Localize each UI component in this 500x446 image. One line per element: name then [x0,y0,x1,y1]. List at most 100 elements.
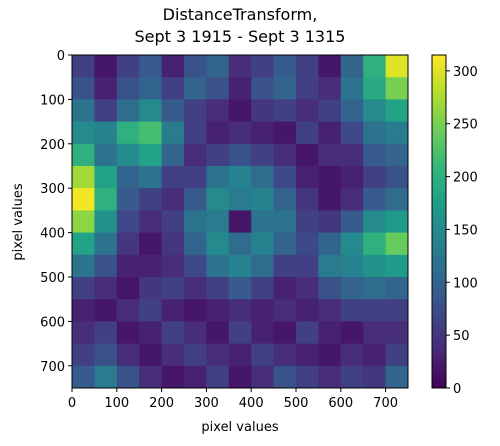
heatmap-cell [273,166,297,189]
heatmap-cell [206,254,230,278]
heatmap-cell [116,99,140,123]
heatmap-cell [94,188,118,211]
heatmap-cell [228,188,252,211]
heatmap-cell [385,121,409,145]
heatmap-cell [72,277,95,300]
heatmap-cell [296,188,319,211]
heatmap-cell [273,321,297,345]
heatmap-cell [184,166,207,189]
heatmap-cell [251,277,275,300]
heatmap-cell [318,321,342,345]
heatmap-cell [340,166,364,189]
heatmap-cell [273,99,297,123]
heatmap-cell [139,121,163,145]
heatmap-cell [184,365,207,389]
heatmap-cell [363,343,387,367]
heatmap-cell [228,166,252,189]
colorbar [431,54,447,389]
plot-frame [71,54,409,389]
heatmap-cell [296,343,319,367]
y-tick-label: 200 [40,138,65,153]
heatmap-cell [228,143,252,167]
heatmap-cell [161,143,185,167]
heatmap-cell [72,188,95,211]
heatmap-cell [340,77,364,100]
heatmap-cell [385,55,409,78]
x-tick-label: 0 [68,396,76,411]
heatmap-cell [385,254,409,278]
heatmap-cell [363,254,387,278]
heatmap-cell [161,188,185,211]
heatmap-cell [296,99,319,123]
heatmap-cell [116,143,140,167]
x-tick-label: 300 [194,396,219,411]
colorbar-tick-label: 150 [453,223,478,238]
heatmap-cell [318,299,342,322]
heatmap-cell [72,77,95,100]
heatmap-cell [94,99,118,123]
heatmap-cell [363,299,387,322]
heatmap-cell [116,343,140,367]
heatmap-cell [161,232,185,256]
heatmap-cell [228,299,252,322]
heatmap-cell [161,343,185,367]
heatmap-cell [363,232,387,256]
heatmap-cell [363,99,387,123]
y-tick-label: 400 [40,227,65,242]
heatmap-cell [161,166,185,189]
heatmap-cell [296,254,319,278]
heatmap-cell [385,277,409,300]
heatmap-cell [206,365,230,389]
heatmap-cell [139,277,163,300]
x-tick-label: 600 [328,396,353,411]
heatmap-cell [72,99,95,123]
heatmap-cell [251,210,275,234]
heatmap-cell [385,365,409,389]
heatmap-cell [340,188,364,211]
heatmap-cell [318,365,342,389]
heatmap-cell [296,299,319,322]
heatmap-cell [318,121,342,145]
heatmap-cell [116,254,140,278]
heatmap-cell [296,55,319,78]
heatmap-cell [72,210,95,234]
y-tick-label: 0 [57,49,65,64]
heatmap-cell [116,232,140,256]
chart-title: DistanceTransform, [163,5,318,24]
heatmap-cell [72,365,95,389]
heatmap-cell [184,121,207,145]
heatmap-cell [72,321,95,345]
heatmap-cell [206,343,230,367]
heatmap-cell [296,232,319,256]
heatmap-cell [318,99,342,123]
heatmap-cell [228,232,252,256]
heatmap-cell [340,365,364,389]
heatmap-cell [139,254,163,278]
heatmap-cell [116,277,140,300]
heatmap-cell [340,343,364,367]
heatmap-cell [139,232,163,256]
heatmap-cell [72,121,95,145]
colorbar-tick-label: 0 [453,382,461,397]
heatmap-cell [116,321,140,345]
heatmap-cell [363,143,387,167]
heatmap-cell [116,77,140,100]
heatmap-cell [161,299,185,322]
heatmap-cell [206,277,230,300]
heatmap-cell [363,55,387,78]
heatmap-cell [94,166,118,189]
heatmap-cell [94,232,118,256]
heatmap-cell [273,343,297,367]
heatmap-cell [385,188,409,211]
heatmap-cell [228,210,252,234]
heatmap-cell [251,365,275,389]
heatmap-cell [385,99,409,123]
heatmap-cell [273,299,297,322]
heatmap-cell [94,143,118,167]
heatmap-cell [94,343,118,367]
heatmap-cell [251,55,275,78]
heatmap-cell [184,143,207,167]
heatmap-cell [116,299,140,322]
heatmap-cell [296,166,319,189]
x-tick-label: 700 [373,396,398,411]
